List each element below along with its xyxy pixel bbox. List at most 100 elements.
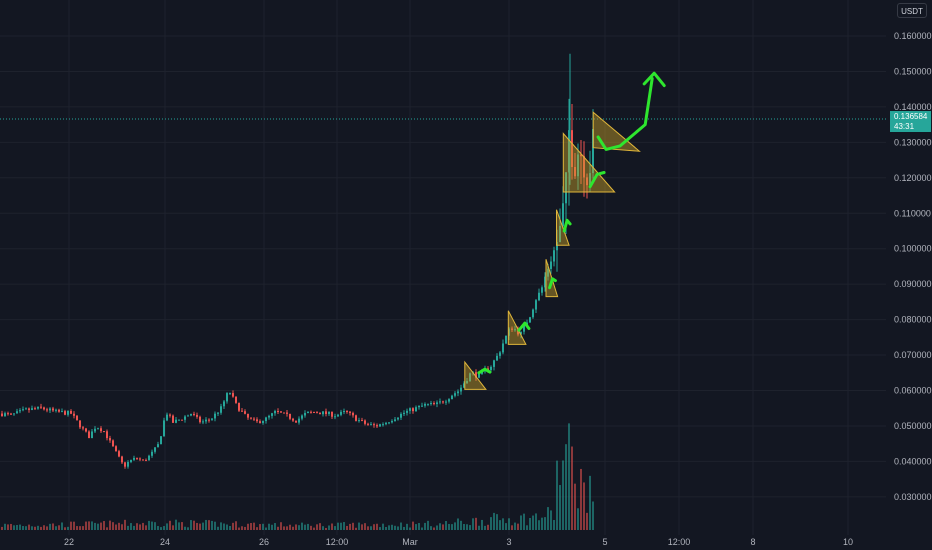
- candle-body: [139, 458, 141, 460]
- candle-body: [25, 408, 27, 410]
- volume-bar: [61, 522, 63, 530]
- volume-bar: [547, 507, 549, 530]
- candle-body: [328, 411, 330, 414]
- y-tick-label: 0.150000: [894, 66, 932, 76]
- candle-body: [271, 413, 273, 416]
- volume-bar: [256, 527, 258, 530]
- candle-body: [121, 456, 123, 463]
- triangle-pattern-shape[interactable]: [556, 209, 570, 246]
- volume-bar: [97, 523, 99, 530]
- volume-bar: [313, 527, 315, 530]
- volume-bar: [514, 522, 516, 530]
- triangle-pattern-shape[interactable]: [592, 111, 641, 152]
- volume-bar: [517, 523, 519, 530]
- volume-bar: [331, 523, 333, 530]
- candle-body: [325, 411, 327, 414]
- volume-bar: [49, 523, 51, 530]
- triangle-pattern-shape[interactable]: [507, 310, 527, 345]
- candle-body: [442, 401, 444, 403]
- candle-body: [298, 418, 300, 423]
- candle-body: [160, 436, 162, 445]
- volume-bar: [220, 522, 222, 530]
- volume-bar: [577, 508, 579, 530]
- volume-bar: [106, 527, 108, 530]
- candle-body: [529, 317, 531, 323]
- volume-bar: [178, 522, 180, 530]
- candle-body: [205, 419, 207, 422]
- volume-bar: [274, 523, 276, 530]
- candle-body: [319, 412, 321, 415]
- candle-body: [157, 444, 159, 448]
- candle-body: [382, 424, 384, 426]
- volume-bar: [172, 525, 174, 530]
- candle-body: [238, 402, 240, 411]
- currency-unit-badge[interactable]: USDT: [897, 3, 927, 18]
- volume-bar: [247, 523, 249, 530]
- candle-body: [97, 428, 99, 430]
- candle-body: [418, 405, 420, 408]
- candle-body: [4, 413, 6, 416]
- volume-bar: [346, 525, 348, 530]
- volume-bar: [166, 523, 168, 530]
- volume-bar: [409, 527, 411, 530]
- candle-body: [496, 355, 498, 361]
- brush-arrow[interactable]: [477, 367, 492, 375]
- candle-body: [376, 425, 378, 427]
- arrow-head: [642, 71, 666, 88]
- candle-body: [37, 406, 39, 409]
- candle-body: [247, 413, 249, 418]
- brush-arrow[interactable]: [548, 277, 557, 290]
- candle-body: [535, 300, 537, 310]
- candle-body: [349, 411, 351, 413]
- candle-body: [361, 420, 363, 422]
- volume-bar: [457, 518, 459, 530]
- brush-arrow[interactable]: [517, 321, 531, 332]
- volume-bar: [559, 485, 561, 530]
- volume-bar: [259, 524, 261, 530]
- volume-bar: [529, 517, 531, 530]
- volume-bar: [400, 522, 402, 530]
- volume-bar: [25, 526, 27, 530]
- x-tick-label: Mar: [402, 537, 418, 547]
- volume-bar: [16, 525, 18, 530]
- candle-body: [289, 413, 291, 419]
- candle-body: [346, 411, 348, 413]
- volume-bar: [121, 524, 123, 530]
- brush-arrow[interactable]: [588, 171, 606, 189]
- candle-body: [433, 403, 435, 405]
- brush-arrow[interactable]: [596, 77, 654, 151]
- candle-body: [517, 329, 519, 335]
- candle-body: [43, 407, 45, 410]
- candle-body: [355, 415, 357, 421]
- volume-bar: [94, 522, 96, 530]
- candle-body: [235, 396, 237, 403]
- candle-body: [469, 373, 471, 381]
- candle-body: [28, 408, 30, 410]
- volume-bar: [55, 526, 57, 530]
- candle-body: [214, 413, 216, 419]
- y-tick-label: 0.100000: [894, 244, 932, 254]
- candle-body: [373, 424, 375, 426]
- candle-body: [550, 261, 552, 269]
- volume-bar: [268, 523, 270, 530]
- volume-bar: [67, 526, 69, 530]
- brush-arrow[interactable]: [562, 218, 572, 233]
- volume-bar: [115, 524, 117, 530]
- volume-bar: [373, 524, 375, 530]
- candle-body: [403, 412, 405, 414]
- candle-body: [73, 413, 75, 416]
- candle-body: [34, 408, 36, 410]
- volume-bar: [13, 525, 15, 530]
- triangle-pattern-shape[interactable]: [464, 360, 487, 390]
- volume-bar: [343, 522, 345, 530]
- candle-body: [511, 328, 513, 330]
- volume-bar: [199, 523, 201, 530]
- y-tick-label: 0.120000: [894, 173, 932, 183]
- candle-body: [76, 415, 78, 421]
- candle-body: [310, 411, 312, 413]
- volume-bar: [376, 523, 378, 530]
- volume-bar: [88, 521, 90, 530]
- volume-bar: [103, 521, 105, 530]
- triangle-pattern-shape[interactable]: [562, 132, 616, 193]
